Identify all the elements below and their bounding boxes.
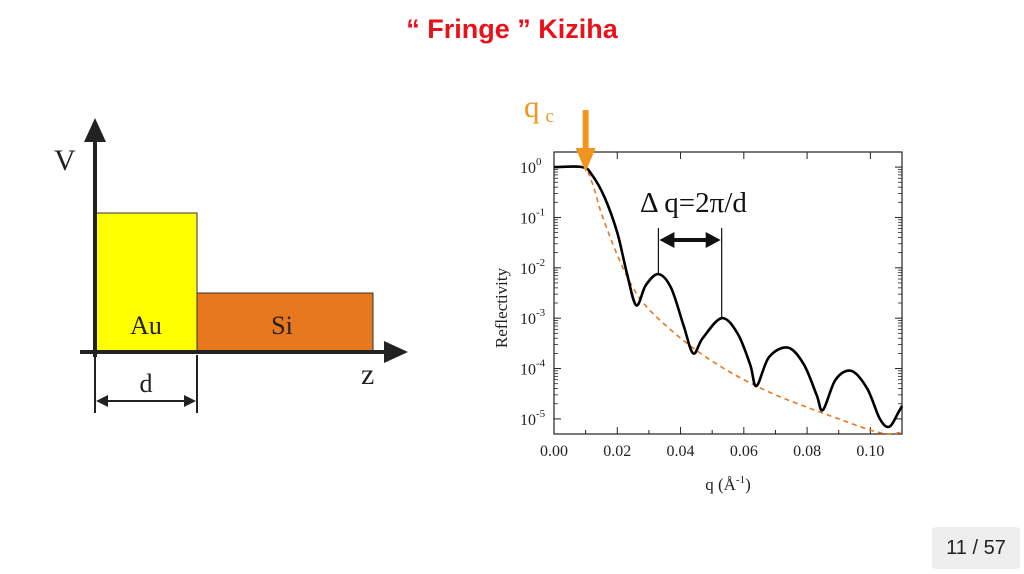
au-layer xyxy=(94,212,198,353)
v-axis-label: V xyxy=(54,144,76,177)
v-axis-arrowhead xyxy=(84,118,106,142)
y-tick-label: 10-5 xyxy=(520,408,546,429)
si-label: Si xyxy=(271,311,293,340)
d-arrowhead-right xyxy=(184,395,196,407)
x-tick-label: 0.06 xyxy=(730,443,758,460)
x-tick-label: 0.10 xyxy=(856,443,884,460)
x-axis-label: q (Å-1) xyxy=(705,474,751,494)
page-title: “ Fringe ” Kiziha xyxy=(406,14,618,44)
d-arrowhead-left xyxy=(96,395,108,407)
au-label: Au xyxy=(130,311,162,340)
delta-q-annotation: Δ q=2π/d xyxy=(640,187,747,319)
y-tick-label: 10-1 xyxy=(520,206,545,227)
y-tick-label: 10-3 xyxy=(520,307,546,328)
x-tick-label: 0.02 xyxy=(603,443,631,460)
reflectivity-curve xyxy=(553,165,904,429)
axis-ticks: 0.00 0.02 0.04 0.06 0.08 0.10 100 10-1 10-2 10-3 1… xyxy=(520,152,902,460)
potential-diagram: Au Si V z d xyxy=(54,118,408,413)
delta-q-label: Δ q=2π/d xyxy=(640,187,747,219)
delta-q-arrowhead-right xyxy=(705,232,721,248)
d-label: d xyxy=(140,369,153,398)
z-axis-arrowhead xyxy=(384,341,408,363)
x-tick-label: 0.08 xyxy=(793,443,821,460)
y-tick-label: 100 xyxy=(520,156,542,177)
z-axis-label: z xyxy=(361,358,374,391)
x-tick-label: 0.04 xyxy=(667,443,695,460)
y-axis-label: Reflectivity xyxy=(492,267,511,348)
page-counter: 11 / 57 xyxy=(932,527,1020,569)
reflectivity-chart: 0.00 0.02 0.04 0.06 0.08 0.10 100 10-1 10-2 10-3 1… xyxy=(492,89,904,494)
plot-frame xyxy=(553,151,903,435)
series-layer xyxy=(553,165,904,435)
si-layer xyxy=(196,292,374,353)
y-tick-label: 10-4 xyxy=(520,358,546,379)
x-tick-label: 0.00 xyxy=(540,443,568,460)
y-tick-label: 10-2 xyxy=(520,257,545,278)
qc-arrowhead xyxy=(575,148,596,172)
fresnel-curve xyxy=(553,165,903,435)
delta-q-arrowhead-left xyxy=(659,232,675,248)
